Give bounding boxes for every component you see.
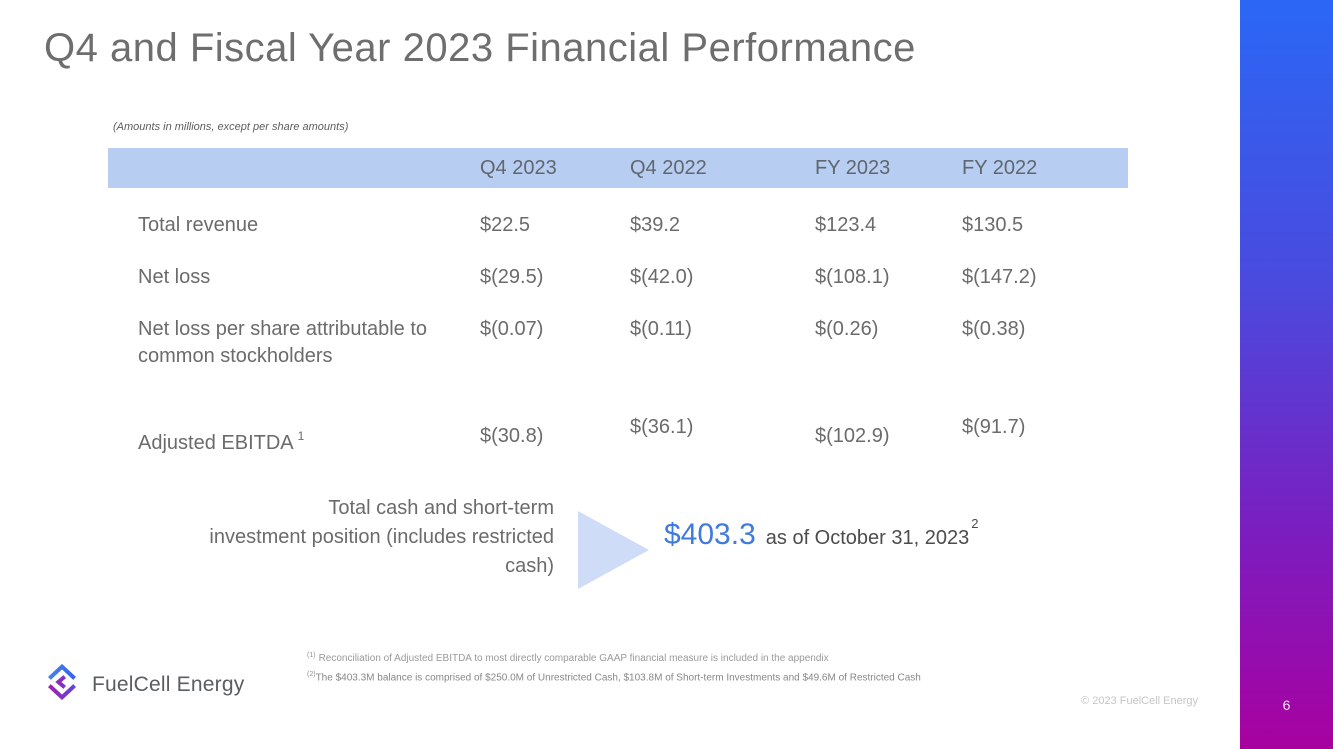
- table-row: Adjusted EBITDA 1 $(30.8) $(36.1) $(102.9…: [108, 416, 1128, 457]
- cell-value: $(0.38): [962, 318, 1026, 340]
- row-label-text: Adjusted EBITDA: [138, 432, 294, 454]
- page-title: Q4 and Fiscal Year 2023 Financial Perfor…: [44, 26, 916, 70]
- cash-label-line: investment position (includes restricted: [209, 526, 554, 548]
- table-row: Total revenue $22.5 $39.2 $123.4 $130.5: [108, 212, 1128, 239]
- column-header-q4-2023: Q4 2023: [480, 156, 557, 179]
- cell-value: $(91.7): [962, 416, 1026, 438]
- cell-value: $130.5: [962, 214, 1024, 236]
- cell-value: $(108.1): [815, 266, 890, 288]
- row-label-total-revenue: Total revenue: [138, 214, 259, 236]
- table-header-row: Q4 2023 Q4 2022 FY 2023 FY 2022: [108, 148, 1128, 188]
- row-label-adjusted-ebitda: Adjusted EBITDA 1: [108, 423, 480, 457]
- page-number: 6: [1282, 697, 1291, 713]
- cell-value: $(0.11): [630, 318, 692, 340]
- cash-amount: $403.3: [664, 518, 756, 551]
- footnote-text: The $403.3M balance is comprised of $250…: [315, 672, 921, 684]
- company-logo: FuelCell Energy: [44, 663, 245, 705]
- table-units-note: (Amounts in millions, except per share a…: [113, 121, 349, 133]
- footnote-reference-2: 2: [971, 516, 979, 531]
- cell-value: $(102.9): [815, 425, 890, 447]
- cash-label-line: cash): [505, 555, 554, 577]
- cell-value: $(42.0): [630, 266, 694, 288]
- column-header-fy-2022: FY 2022: [962, 156, 1038, 179]
- right-arrow-icon: [578, 511, 649, 589]
- table-row: Net loss per share attributable to commo…: [108, 316, 1128, 370]
- decorative-gradient-bar: 6: [1240, 0, 1333, 749]
- footnote-text: Reconciliation of Adjusted EBITDA to mos…: [318, 653, 829, 665]
- cell-value: $39.2: [630, 214, 681, 236]
- footnote-marker: (2): [307, 671, 316, 679]
- cash-position-value: $403.3 as of October 31, 20232: [664, 516, 979, 552]
- cell-value: $(147.2): [962, 266, 1037, 288]
- column-header-q4-2022: Q4 2022: [630, 156, 707, 179]
- cell-value: $(0.26): [815, 318, 879, 340]
- cell-value: $(29.5): [480, 266, 544, 288]
- footnote-reference-1: 1: [297, 429, 305, 443]
- copyright-notice: © 2023 FuelCell Energy: [1081, 695, 1198, 707]
- cell-value: $(0.07): [480, 318, 544, 340]
- footnote-marker: (1): [307, 652, 316, 659]
- cell-value: $123.4: [815, 214, 877, 236]
- footnotes: (1) Reconciliation of Adjusted EBITDA to …: [307, 648, 921, 687]
- fuelcell-diamond-icon: [44, 663, 80, 705]
- table-row: Net loss $(29.5) $(42.0) $(108.1) $(147.…: [108, 264, 1128, 291]
- footnote-1: (1) Reconciliation of Adjusted EBITDA to …: [307, 648, 921, 667]
- cash-label-line: Total cash and short-term: [328, 497, 554, 519]
- cash-position-label: Total cash and short-term investment pos…: [118, 494, 554, 581]
- cell-value: $(36.1): [630, 416, 694, 438]
- column-header-fy-2023: FY 2023: [815, 156, 891, 179]
- cash-as-of-date: as of October 31, 20232: [765, 516, 979, 549]
- cell-value: $(30.8): [480, 425, 544, 447]
- row-label-net-loss: Net loss: [138, 266, 211, 288]
- row-label-net-loss-per-share: Net loss per share attributable to commo…: [138, 318, 428, 367]
- company-logo-text: FuelCell Energy: [92, 672, 245, 696]
- cell-value: $22.5: [480, 214, 531, 236]
- footnote-2: (2)The $403.3M balance is comprised of $…: [307, 667, 921, 686]
